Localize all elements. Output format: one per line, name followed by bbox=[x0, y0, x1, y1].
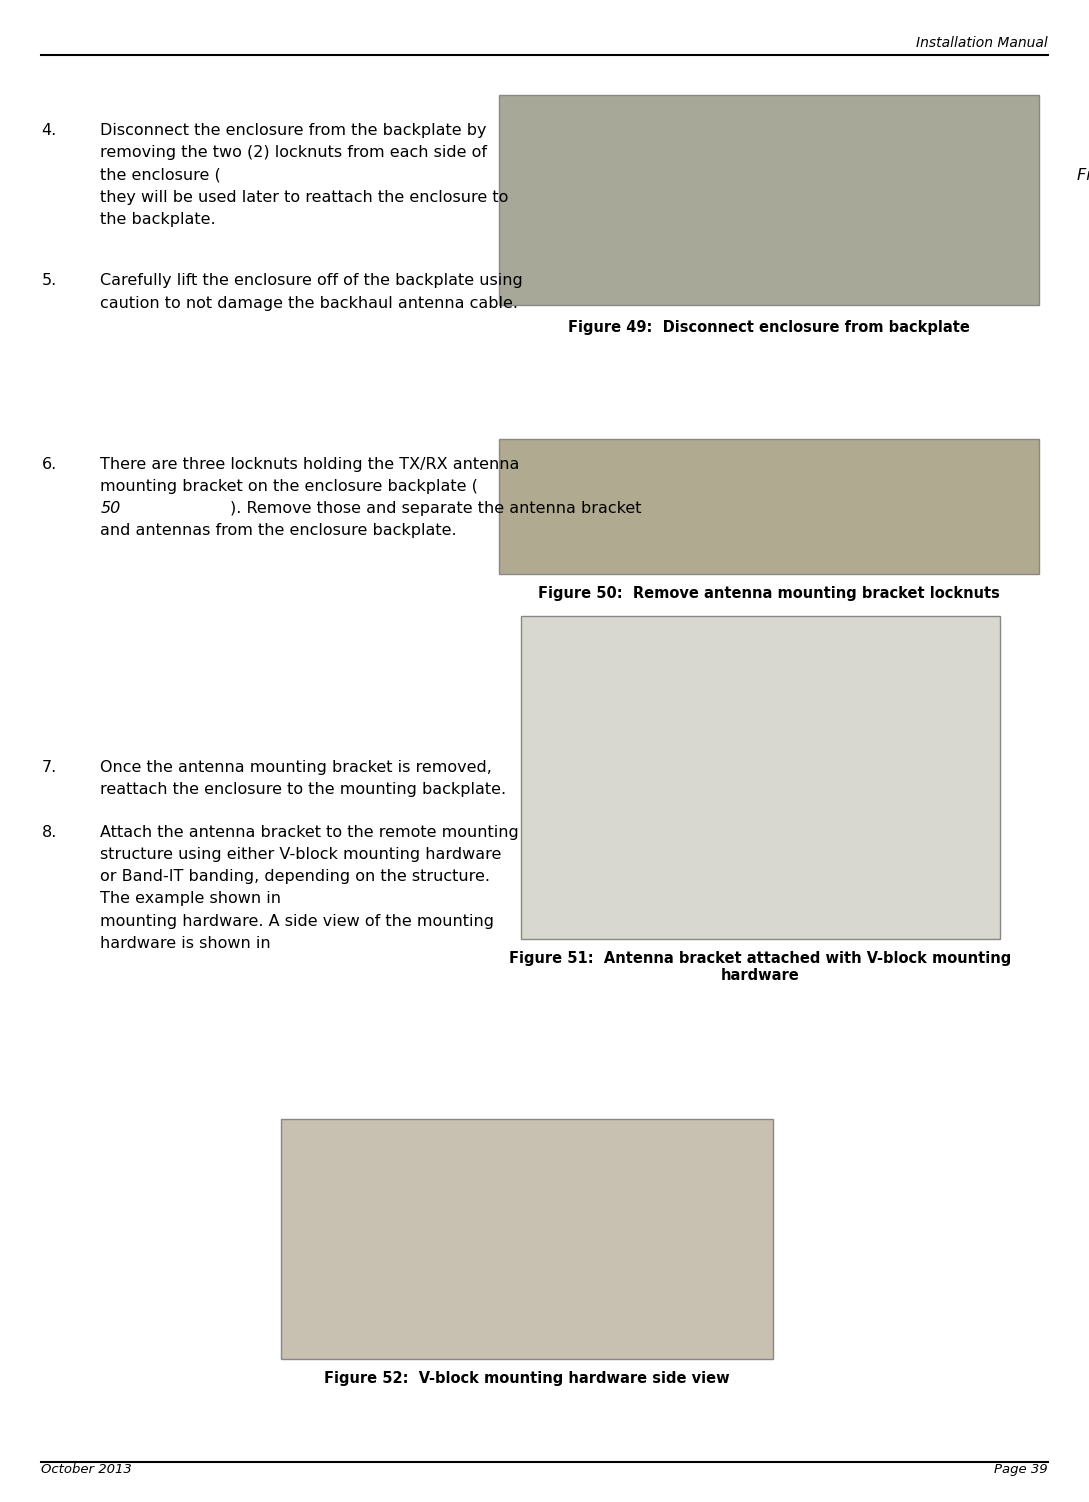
Text: 7.: 7. bbox=[41, 760, 57, 775]
Text: Installation Manual: Installation Manual bbox=[916, 36, 1048, 50]
Text: they will be used later to reattach the enclosure to: they will be used later to reattach the … bbox=[100, 189, 509, 204]
Text: Page 39: Page 39 bbox=[994, 1463, 1048, 1476]
Text: Figure 50:  Remove antenna mounting bracket locknuts: Figure 50: Remove antenna mounting brack… bbox=[538, 586, 1000, 601]
Text: Figure 52:  V-block mounting hardware side view: Figure 52: V-block mounting hardware sid… bbox=[325, 1371, 730, 1386]
Text: 5.: 5. bbox=[41, 273, 57, 288]
Text: the enclosure (: the enclosure ( bbox=[100, 168, 221, 183]
Text: October 2013: October 2013 bbox=[41, 1463, 132, 1476]
Text: Figure 51:  Antenna bracket attached with V-block mounting
hardware: Figure 51: Antenna bracket attached with… bbox=[509, 951, 1012, 984]
Text: Attach the antenna bracket to the remote mounting: Attach the antenna bracket to the remote… bbox=[100, 825, 519, 840]
Text: The example shown in: The example shown in bbox=[100, 891, 286, 906]
Bar bbox=[281, 1119, 773, 1359]
Text: reattach the enclosure to the mounting backplate.: reattach the enclosure to the mounting b… bbox=[100, 783, 506, 798]
Text: structure using either V-block mounting hardware: structure using either V-block mounting … bbox=[100, 847, 502, 862]
Text: removing the two (2) locknuts from each side of: removing the two (2) locknuts from each … bbox=[100, 146, 487, 161]
Text: or Band-IT banding, depending on the structure.: or Band-IT banding, depending on the str… bbox=[100, 870, 490, 885]
Text: Carefully lift the enclosure off of the backplate using: Carefully lift the enclosure off of the … bbox=[100, 273, 523, 288]
Text: 8.: 8. bbox=[41, 825, 57, 840]
Text: ). Remove those and separate the antenna bracket: ). Remove those and separate the antenna… bbox=[231, 502, 641, 517]
Text: caution to not damage the backhaul antenna cable.: caution to not damage the backhaul anten… bbox=[100, 296, 518, 311]
Bar bbox=[499, 439, 1039, 574]
Text: Disconnect the enclosure from the backplate by: Disconnect the enclosure from the backpl… bbox=[100, 123, 487, 138]
Text: Once the antenna mounting bracket is removed,: Once the antenna mounting bracket is rem… bbox=[100, 760, 492, 775]
Bar bbox=[521, 616, 1000, 939]
Text: Figure 49: Figure 49 bbox=[1077, 168, 1089, 183]
Text: and antennas from the enclosure backplate.: and antennas from the enclosure backplat… bbox=[100, 523, 456, 538]
Text: mounting bracket on the enclosure backplate (: mounting bracket on the enclosure backpl… bbox=[100, 479, 478, 494]
Bar bbox=[499, 95, 1039, 305]
Text: 4.: 4. bbox=[41, 123, 57, 138]
Text: There are three locknuts holding the TX/RX antenna: There are three locknuts holding the TX/… bbox=[100, 457, 519, 472]
Text: Figure 49:  Disconnect enclosure from backplate: Figure 49: Disconnect enclosure from bac… bbox=[567, 320, 970, 335]
Text: the backplate.: the backplate. bbox=[100, 212, 216, 227]
Text: mounting hardware. A side view of the mounting: mounting hardware. A side view of the mo… bbox=[100, 913, 494, 928]
Text: 50: 50 bbox=[100, 502, 121, 517]
Text: 6.: 6. bbox=[41, 457, 57, 472]
Text: hardware is shown in: hardware is shown in bbox=[100, 936, 276, 951]
